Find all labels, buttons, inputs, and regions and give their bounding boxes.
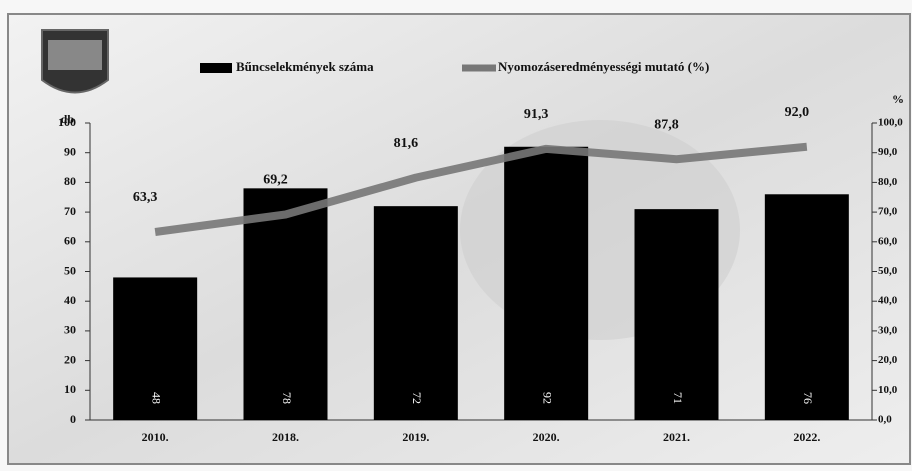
bar [113, 277, 198, 420]
y2-tick-label: 50,0 [878, 265, 898, 277]
y-tick-label: 20 [64, 352, 76, 366]
x-tick-label: 2021. [663, 430, 690, 444]
y2-tick-label: 0,0 [878, 414, 892, 426]
line-value-label: 81,6 [394, 136, 419, 151]
bar-value-label: 48 [149, 392, 163, 404]
y-tick-label: 30 [64, 323, 76, 337]
y2-tick-label: 70,0 [878, 206, 898, 218]
y-tick-label: 70 [64, 204, 76, 218]
bar [373, 206, 458, 420]
y2-tick-label: 60,0 [878, 235, 898, 247]
bar-value-label: 71 [671, 392, 685, 404]
bar-value-label: 76 [801, 392, 815, 404]
legend-label: Bűncselekmények száma [236, 59, 374, 74]
y-tick-label: 10 [64, 382, 76, 396]
y2-axis-label: % [892, 92, 904, 106]
x-tick-label: 2018. [272, 430, 299, 444]
x-tick-label: 2010. [142, 430, 169, 444]
line-value-label: 92,0 [785, 105, 810, 120]
y-tick-label: 90 [64, 144, 76, 158]
y2-tick-label: 10,0 [878, 384, 898, 396]
bar [243, 188, 328, 420]
x-tick-label: 2019. [402, 430, 429, 444]
y-tick-label: 80 [64, 174, 76, 188]
line [154, 142, 808, 236]
x-tick-label: 2022. [793, 430, 820, 444]
legend-swatch [200, 63, 232, 73]
bar [504, 146, 589, 420]
y2-tick-label: 90,0 [878, 146, 898, 158]
y-tick-label: 60 [64, 234, 76, 248]
y2-tick-label: 100,0 [878, 117, 903, 129]
line-value-label: 87,8 [654, 117, 679, 132]
logo [41, 29, 109, 94]
legend-label: Nyomozáseredményességi mutató (%) [498, 59, 709, 74]
y-tick-label: 40 [64, 293, 76, 307]
y-tick-label: 100 [58, 115, 76, 129]
y-tick-label: 0 [70, 412, 76, 426]
bar [764, 194, 849, 420]
y2-tick-label: 20,0 [878, 354, 898, 366]
line-value-label: 69,2 [263, 173, 288, 188]
y2-tick-label: 80,0 [878, 176, 898, 188]
y-axis-label: db [61, 112, 75, 126]
line-value-label: 63,3 [133, 190, 158, 205]
bar-value-label: 78 [280, 392, 294, 404]
y-tick-label: 50 [64, 263, 76, 277]
x-tick-label: 2020. [533, 430, 560, 444]
y2-tick-label: 30,0 [878, 324, 898, 336]
bar-value-label: 72 [410, 392, 424, 404]
bar-value-label: 92 [540, 392, 554, 404]
y2-tick-label: 40,0 [878, 295, 898, 307]
line-value-label: 91,3 [524, 107, 549, 122]
bar [634, 209, 719, 420]
